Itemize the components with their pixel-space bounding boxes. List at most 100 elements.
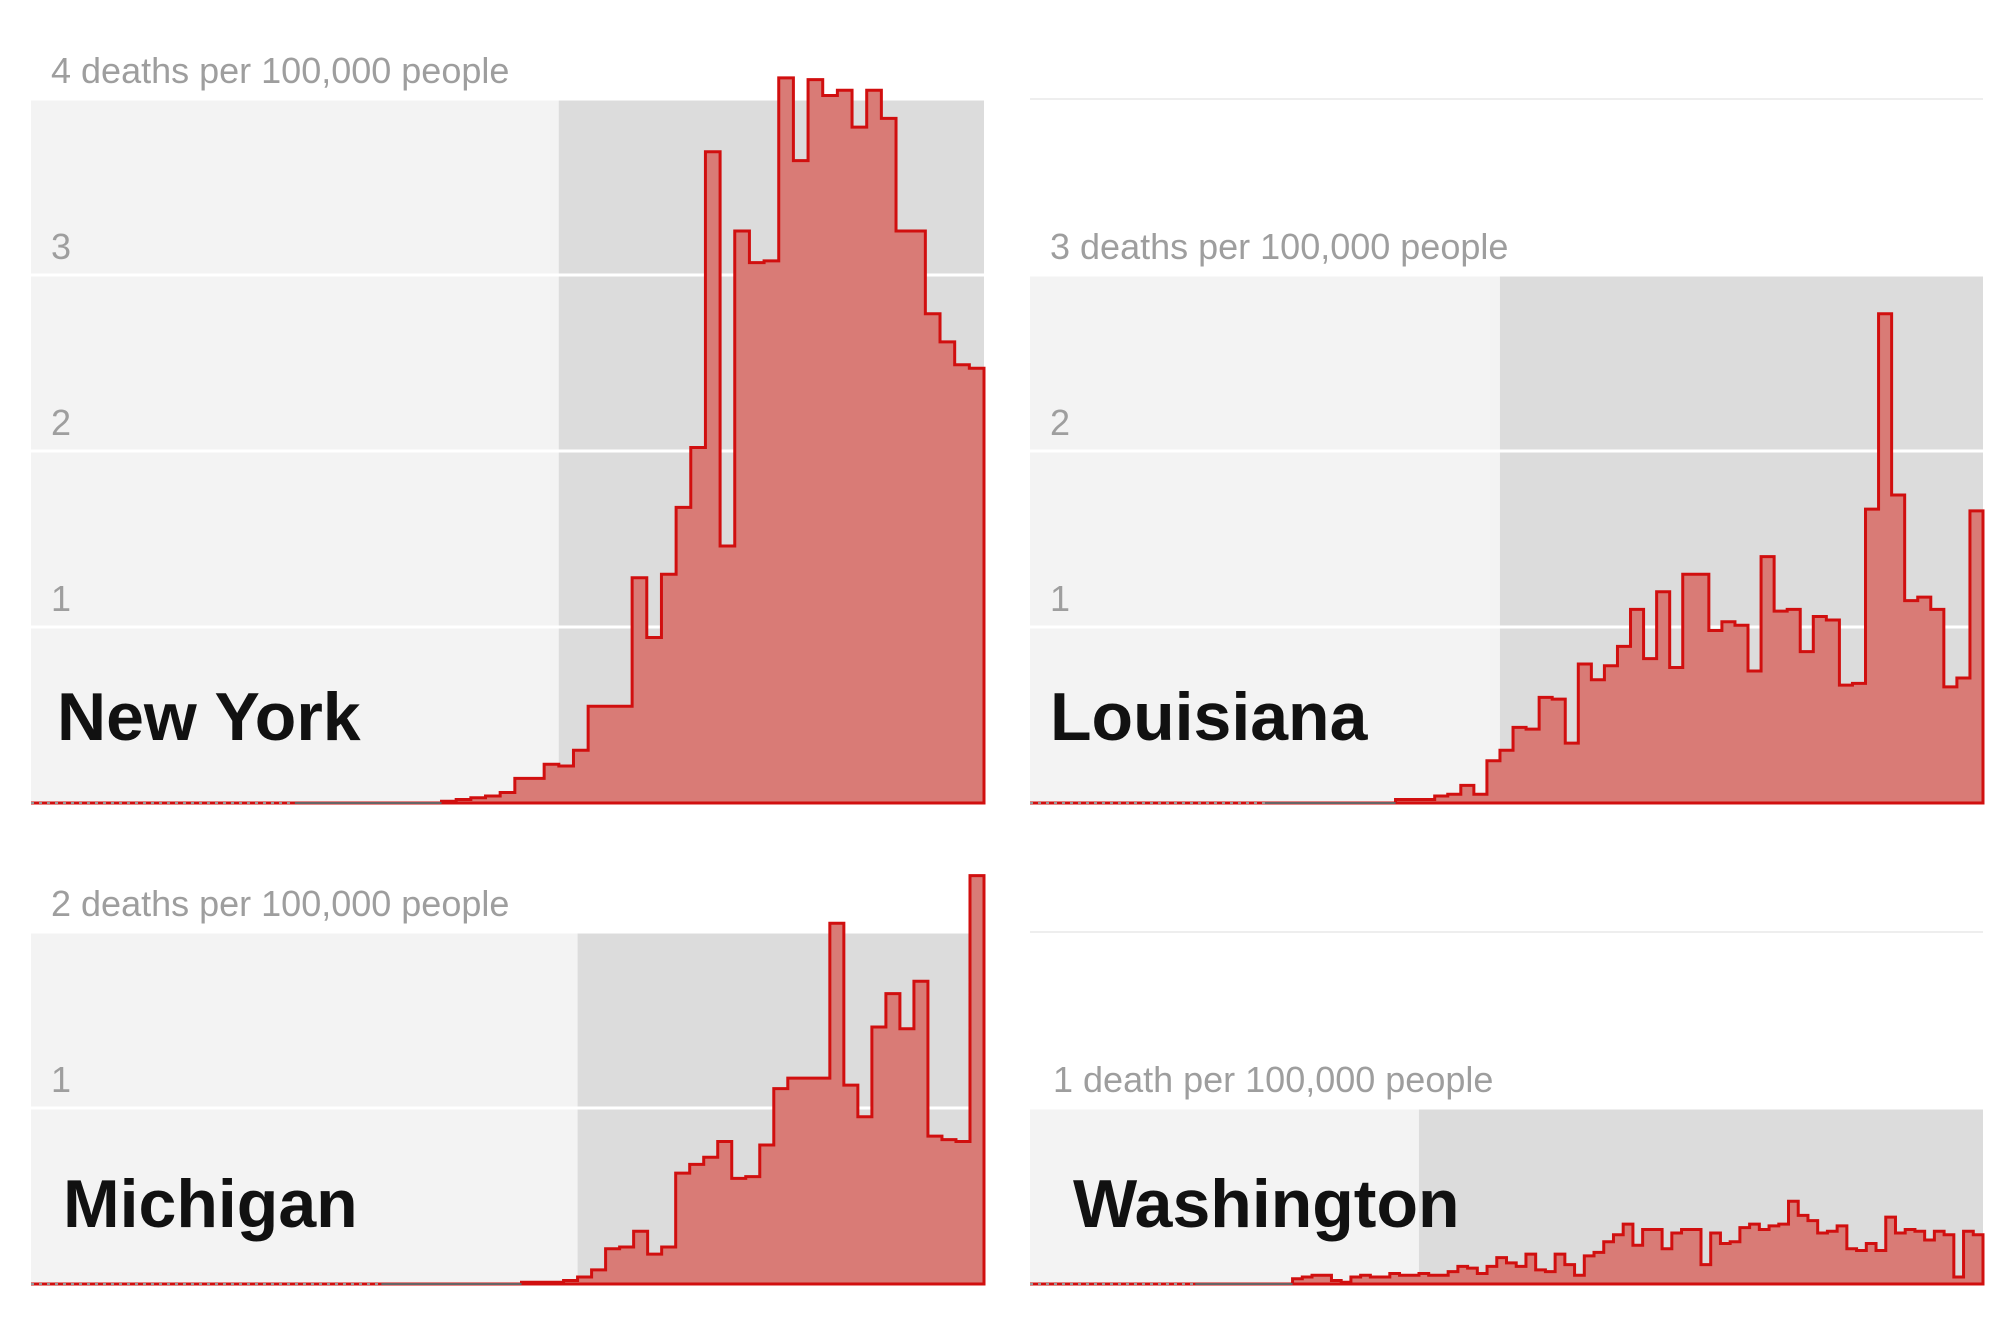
data-bar [536,1282,550,1284]
series-area-washington [1030,1199,1985,1286]
data-bar [732,1178,746,1284]
data-bar [718,1141,732,1284]
data-bar [1701,1265,1711,1284]
ytick-label: 1 [1050,578,1070,619]
data-bar [1761,557,1774,803]
data-bar [1370,1277,1380,1284]
data-bar [442,801,457,803]
data-bar [1879,314,1892,803]
data-bar [1422,799,1435,803]
data-bar [911,231,926,803]
data-bar [486,796,501,803]
data-bar [1827,1231,1837,1284]
chart-title: Louisiana [1050,679,1369,755]
data-bar [1934,1231,1944,1284]
data-bar [1516,1266,1526,1284]
data-bar [1448,1272,1458,1284]
data-bar [676,507,691,803]
data-bar [1604,1242,1614,1284]
data-bar [1331,1280,1341,1284]
data-bar [1474,794,1487,803]
data-bar [1813,616,1826,803]
data-bar [1696,574,1709,803]
data-bar [1944,687,1957,803]
data-bar [1500,750,1513,803]
data-bar [1419,1273,1429,1284]
data-bar [760,1145,774,1284]
data-bar [1565,1265,1575,1284]
data-bar [1670,667,1683,803]
data-bar [1617,646,1630,803]
data-bar [661,574,676,803]
data-bar [1448,794,1461,803]
data-bar [1662,1249,1672,1284]
data-bar [1657,592,1670,803]
data-bar [1584,1256,1594,1284]
data-bar [648,1254,662,1284]
data-bar [1954,1277,1964,1284]
data-bar [1526,1254,1536,1284]
data-bar [1837,1226,1847,1284]
data-bar [1895,1233,1905,1284]
ytick-label: 1 [51,1059,71,1100]
ytick-label: 1 [51,578,71,619]
data-bar [1643,1229,1653,1284]
data-bar [830,923,844,1284]
data-bar [1351,1277,1361,1284]
data-bar [634,1231,648,1284]
data-bar [1591,680,1604,803]
data-bar [1555,1254,1565,1284]
data-bar [1526,729,1539,803]
data-bar [942,1140,956,1284]
data-bar [1487,761,1500,803]
data-bar [1545,1272,1555,1284]
data-bar [1400,1275,1410,1284]
data-bar [779,78,794,803]
data-bar [1322,1275,1332,1284]
data-bar [550,1282,564,1284]
data-bar [1709,631,1722,803]
data-bar [1876,1251,1886,1284]
data-bar [1787,609,1800,803]
data-bar [1461,785,1474,803]
data-bar [603,706,618,803]
data-bar [1769,1226,1779,1284]
data-bar [1604,666,1617,803]
data-bar [808,80,823,803]
data-bar [1857,1251,1867,1284]
data-bar [1730,1242,1740,1284]
data-bar [844,1085,858,1284]
data-bar [872,1027,886,1284]
chart-title: Michigan [63,1166,358,1242]
data-bar [606,1249,620,1284]
data-bar [1779,1224,1789,1284]
data-bar [1957,678,1970,803]
data-bar [940,342,955,803]
data-bar [662,1247,676,1284]
data-bar [896,231,911,803]
data-bar [720,546,735,803]
data-bar [1931,609,1944,803]
data-bar [1390,1273,1400,1284]
data-bar [1740,1228,1750,1284]
data-bar [647,638,662,803]
data-bar [1312,1275,1322,1284]
data-bar [1380,1277,1390,1284]
data-bar [1613,1235,1623,1284]
data-bar [914,981,928,1284]
data-bar [1682,1229,1692,1284]
data-bar [578,1277,592,1284]
data-bar [746,1177,760,1284]
data-bar [1435,796,1448,803]
ytick-label: 3 [51,226,71,267]
data-bar [456,799,471,803]
data-bar [867,90,882,803]
data-bar [1552,699,1565,803]
ytick-label: 2 [1050,402,1070,443]
data-bar [1720,1244,1730,1284]
data-bar [1458,1266,1468,1284]
data-bar [1341,1282,1351,1284]
data-bar [691,447,706,803]
data-bar [788,1078,802,1284]
